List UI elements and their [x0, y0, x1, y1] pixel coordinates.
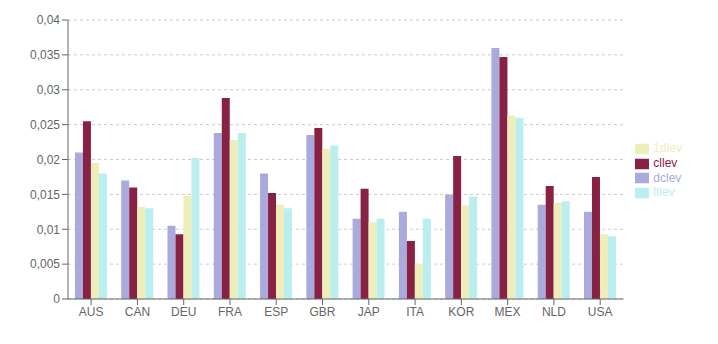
svg-text:0,025: 0,025: [30, 118, 60, 132]
svg-text:0,02: 0,02: [37, 153, 61, 167]
svg-text:USA: USA: [588, 305, 613, 319]
svg-text:KOR: KOR: [448, 305, 474, 319]
svg-text:0,01: 0,01: [37, 223, 61, 237]
svg-text:AUS: AUS: [79, 305, 104, 319]
svg-text:0,005: 0,005: [30, 257, 60, 271]
svg-text:ITA: ITA: [406, 305, 424, 319]
svg-text:CAN: CAN: [125, 305, 150, 319]
svg-text:GBR: GBR: [310, 305, 336, 319]
svg-text:NLD: NLD: [542, 305, 566, 319]
svg-text:MEX: MEX: [495, 305, 521, 319]
svg-text:0,035: 0,035: [30, 48, 60, 62]
svg-text:0,04: 0,04: [37, 13, 61, 27]
svg-text:0: 0: [53, 292, 60, 306]
svg-text:0,03: 0,03: [37, 83, 61, 97]
html-text:cllev: cllev: [653, 155, 678, 170]
html-text:1dlev: 1dlev: [653, 140, 682, 155]
svg-text:DEU: DEU: [171, 305, 196, 319]
svg-text:0,015: 0,015: [30, 188, 60, 202]
html-text:dclev: dclev: [653, 170, 682, 185]
html-text:ltlev: ltlev: [653, 185, 675, 200]
svg-text:JAP: JAP: [358, 305, 380, 319]
svg-text:FRA: FRA: [218, 305, 242, 319]
svg-text:ESP: ESP: [264, 305, 288, 319]
